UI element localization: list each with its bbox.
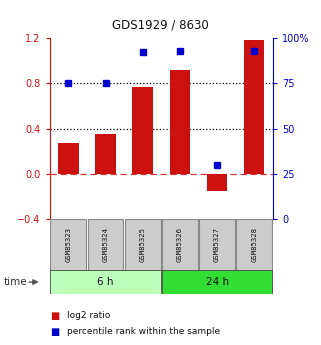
Bar bbox=[162, 219, 198, 271]
Text: GSM85325: GSM85325 bbox=[140, 227, 146, 263]
Bar bbox=[95, 134, 116, 174]
Text: GSM85326: GSM85326 bbox=[177, 227, 183, 263]
Bar bbox=[170, 70, 190, 174]
Bar bbox=[58, 143, 79, 174]
Bar bbox=[50, 270, 160, 294]
Text: GSM85324: GSM85324 bbox=[102, 227, 108, 263]
Bar bbox=[133, 87, 153, 174]
Bar bbox=[88, 219, 123, 271]
Text: time: time bbox=[3, 277, 27, 287]
Text: GSM85328: GSM85328 bbox=[251, 227, 257, 263]
Text: 24 h: 24 h bbox=[205, 277, 229, 287]
Text: percentile rank within the sample: percentile rank within the sample bbox=[67, 327, 221, 336]
Bar bbox=[244, 40, 265, 174]
Text: 6 h: 6 h bbox=[97, 277, 114, 287]
Bar bbox=[207, 174, 227, 191]
Text: GSM85323: GSM85323 bbox=[65, 227, 71, 263]
Bar bbox=[125, 219, 160, 271]
Bar bbox=[50, 219, 86, 271]
Bar bbox=[199, 219, 235, 271]
Bar bbox=[162, 270, 272, 294]
Text: ■: ■ bbox=[50, 327, 59, 337]
Bar bbox=[236, 219, 272, 271]
Text: GSM85327: GSM85327 bbox=[214, 227, 220, 263]
Text: ■: ■ bbox=[50, 311, 59, 321]
Text: GDS1929 / 8630: GDS1929 / 8630 bbox=[112, 18, 209, 31]
Text: log2 ratio: log2 ratio bbox=[67, 311, 111, 320]
